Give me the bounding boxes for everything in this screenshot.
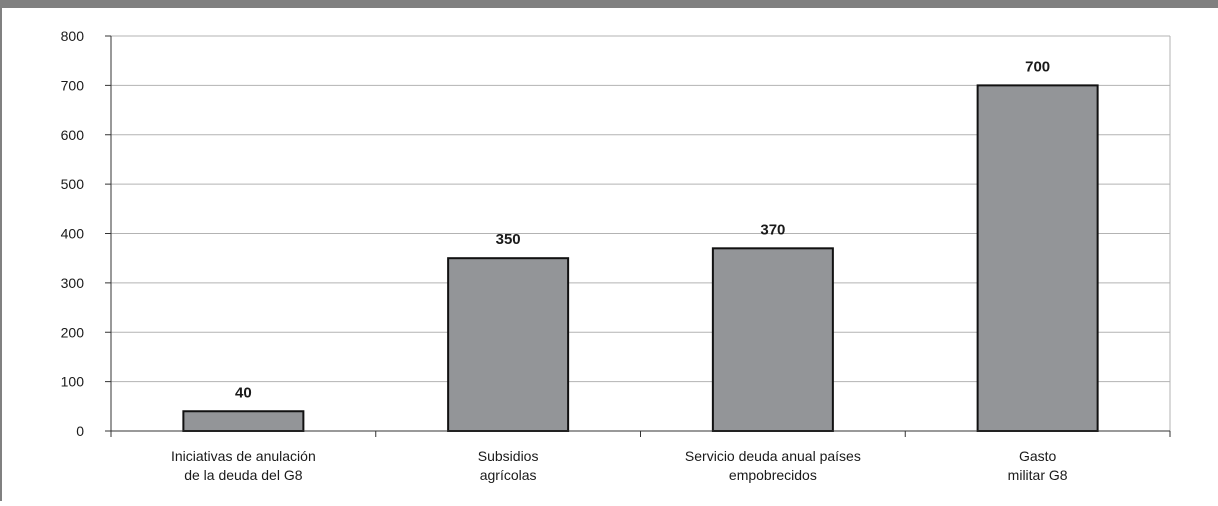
- y-tick-label: 700: [61, 77, 85, 93]
- data-label: 40: [235, 384, 252, 401]
- data-label: 350: [496, 231, 521, 248]
- category-label-line: agrícolas: [480, 467, 537, 483]
- y-tick-label: 0: [76, 423, 84, 439]
- category-label-line: empobrecidos: [729, 467, 817, 483]
- header-band: [0, 0, 1218, 8]
- y-tick-label: 100: [61, 374, 85, 390]
- bar: [447, 257, 570, 432]
- data-label: 700: [1025, 58, 1050, 75]
- bar: [711, 247, 834, 432]
- y-tick-label: 300: [61, 275, 85, 291]
- category-label-line: de la deuda del G8: [184, 467, 303, 483]
- y-tick-label: 500: [61, 176, 85, 192]
- category-label-line: Servicio deuda anual países: [685, 448, 861, 464]
- category-label: Servicio deuda anual países empobrecidos: [685, 448, 861, 483]
- category-label-line: militar G8: [1008, 467, 1068, 483]
- bar: [182, 410, 305, 432]
- category-label: Iniciativas de anulación de la deuda del …: [171, 448, 316, 483]
- y-tick-label: 800: [61, 28, 85, 44]
- grid: [111, 35, 1171, 431]
- category-label: Gasto militar G8: [1008, 448, 1068, 483]
- data-label: 370: [760, 221, 785, 238]
- bars: [182, 84, 1099, 432]
- bar: [976, 84, 1099, 432]
- axes: [105, 35, 1171, 437]
- category-label-line: Subsidios: [478, 448, 539, 464]
- y-tick-label: 200: [61, 324, 85, 340]
- category-label: Subsidios agrícolas: [478, 448, 539, 483]
- category-label-line: Gasto: [1019, 448, 1057, 464]
- labels: 0 100 200 300 400 500 600 700 800 40 Iniciativas d…: [61, 28, 1068, 483]
- category-label-line: Iniciativas de anulación: [171, 448, 316, 464]
- y-tick-label: 400: [61, 226, 85, 242]
- y-tick-label: 600: [61, 127, 85, 143]
